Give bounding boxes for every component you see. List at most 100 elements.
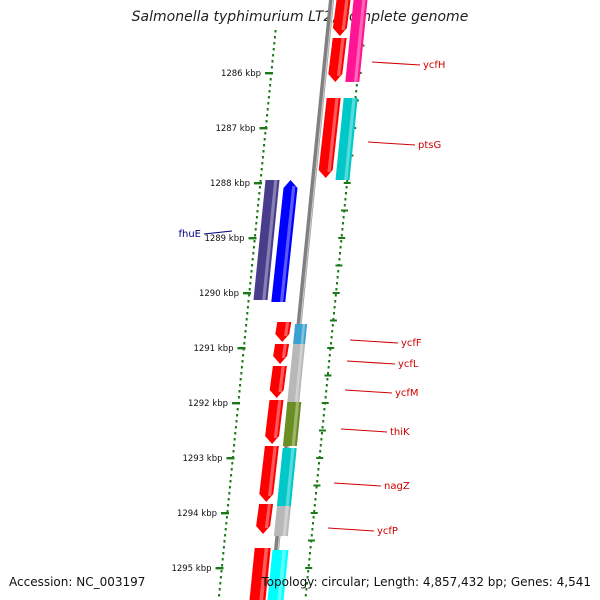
ruler-dot [258,186,261,189]
ruler-dot [240,366,243,369]
ruler-dot [246,312,249,315]
ruler-dot [233,444,236,447]
leader-line-ycfP [327,527,375,532]
ruler-tick-label: 1290 kbp [199,289,239,299]
outer-ruler-dot [319,450,322,453]
leader-line-ptsG [367,141,416,146]
ruler-dot [247,300,250,303]
outer-ruler-dot [313,510,316,513]
leader-line-fhuE [203,230,233,235]
ruler-dot [239,384,242,387]
gene-block-fhuE [253,180,280,300]
outer-ruler-dot [340,240,343,243]
cds-block [249,548,271,600]
ruler-dot [239,378,242,381]
gene-block-nagZ [276,448,297,506]
ruler-dot [249,282,252,285]
ruler-tick-label: 1292 kbp [188,399,228,409]
outer-ruler-dot [336,282,338,285]
ruler-dot [252,246,255,249]
ruler-dot [233,438,236,441]
outer-ruler-dot [339,252,341,255]
ruler-dot [230,474,233,477]
ruler-dot [261,162,264,165]
gene-block-ycfL [290,344,306,366]
ruler-dot [273,42,276,45]
outer-ruler-tick [318,429,326,432]
outer-ruler-dot [307,564,310,567]
outer-ruler-dot [355,84,358,87]
label-leaders [203,61,421,532]
outer-ruler-tick [327,347,335,349]
outer-ruler-dot [322,414,325,417]
gene-label-ycfP[interactable]: ycfP [377,526,398,537]
cds-block [273,344,290,364]
outer-ruler-dot [340,234,343,237]
outer-ruler-dot [330,336,333,339]
outer-ruler-dot [337,270,340,273]
cds-block-fhuE [271,180,298,302]
outer-ruler-dot [308,558,311,561]
outer-ruler-tick [332,292,340,294]
outer-ruler-dot [354,96,357,99]
ruler-dot [229,480,232,483]
ruler-dot [272,48,275,51]
ruler-tick [259,127,268,130]
ruler-dot [255,222,258,225]
ruler-dot [259,180,262,183]
cds-block [265,400,284,444]
leader-line-thiK [340,428,388,433]
ruler-dot [263,138,266,141]
ruler-dot [264,132,267,135]
cds-block [328,38,347,82]
outer-ruler-dot [318,462,320,465]
outer-ruler-dot [315,492,317,495]
outer-ruler-dot [333,306,336,309]
ruler-dot [221,564,224,567]
ruler-dot [242,354,245,357]
cds-block [256,504,274,534]
outer-ruler-dot [311,528,314,531]
ruler-dot [244,330,247,333]
ruler-dot [246,306,249,309]
gene-block [267,550,289,600]
map-title: Salmonella typhimurium LT2, complete gen… [131,9,469,25]
outer-ruler-dot [306,576,309,579]
ruler-dot [245,324,248,327]
ruler-dot [224,528,227,531]
gene-block-ycfF [293,324,308,344]
gene-label-ycfH[interactable]: ycfH [423,60,445,71]
gene-label-thiK[interactable]: thiK [390,427,410,438]
outer-ruler-dot [309,552,311,555]
outer-ruler-dot [316,474,319,477]
ruler-tick [265,72,273,75]
ruler-dot [245,318,248,321]
ruler-tick [221,512,229,515]
gene-label-ycfF[interactable]: ycfF [401,338,422,349]
outer-ruler-dot [307,570,310,573]
gene-label-ycfM[interactable]: ycfM [395,388,419,399]
ruler-dot [222,552,225,555]
gene-label-ptsG[interactable]: ptsG [418,140,441,151]
outer-ruler-tick [316,457,324,459]
gene-label-fhuE[interactable]: fhuE [178,229,201,240]
ruler-dot [234,426,237,429]
ruler-dot [226,510,229,513]
ruler-dot [225,522,228,525]
ruler-dot [274,30,277,33]
outer-ruler-dot [327,366,330,369]
ruler-tick-label: 1295 kbp [171,564,211,574]
gene-label-ycfL[interactable]: ycfL [398,359,419,370]
outer-ruler-dot [330,342,332,345]
outer-ruler-dot [320,438,323,441]
outer-ruler-dot [321,426,324,429]
gene-label-nagZ[interactable]: nagZ [384,481,410,492]
ruler-dot [261,156,264,159]
leader-line-ycfM [344,389,393,394]
outer-ruler-tick [343,182,351,184]
ruler-dot [220,570,223,573]
ruler-dot [222,546,225,549]
ruler-dot [236,414,239,417]
ruler-tick-label: 1291 kbp [193,344,233,354]
